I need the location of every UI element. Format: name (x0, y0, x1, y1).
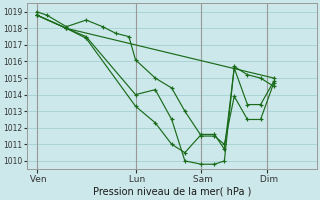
X-axis label: Pression niveau de la mer( hPa ): Pression niveau de la mer( hPa ) (92, 187, 251, 197)
